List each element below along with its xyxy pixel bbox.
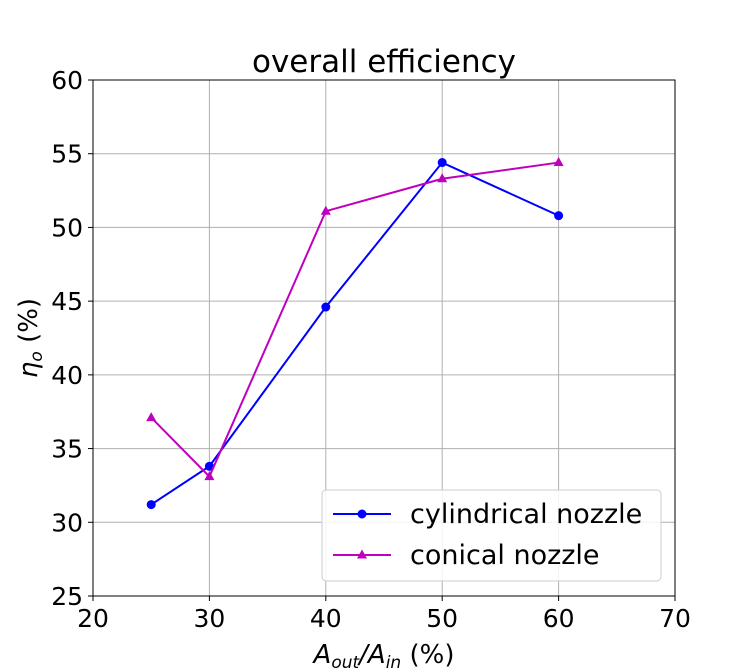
- y-axis-label-tail: (%): [14, 298, 44, 351]
- y-tick-label: 55: [51, 140, 83, 169]
- legend-box: [321, 489, 662, 582]
- y-tick-label: 45: [51, 287, 83, 316]
- x-tick-label: 60: [543, 604, 575, 633]
- data-point-conical-nozzle: [320, 205, 331, 215]
- y-tick-label: 25: [51, 582, 83, 611]
- x-tick-label: 50: [426, 604, 458, 633]
- data-point-cylindrical-nozzle: [204, 461, 214, 471]
- x-tick-label: 40: [310, 604, 342, 633]
- plot-frame: [92, 79, 676, 597]
- y-tick-label: 50: [51, 213, 83, 242]
- y-tick-label: 40: [51, 361, 83, 390]
- x-tick-label: 70: [659, 604, 691, 633]
- legend-label-cylindrical: cylindrical nozzle: [410, 499, 642, 530]
- data-point-conical-nozzle: [553, 157, 564, 167]
- y-axis-label: ηo (%): [14, 298, 47, 378]
- x-axis-label-base1: A: [312, 640, 332, 670]
- axis-ticks: 20 30 40 50 60 70 25 30 35 40 45 50 55 60: [51, 66, 691, 633]
- x-axis-label-sub2: in: [386, 653, 402, 670]
- data-point-cylindrical-nozzle: [146, 500, 156, 510]
- x-axis-label-tail: (%): [401, 640, 454, 670]
- x-axis-label-mid: /A: [357, 640, 386, 670]
- x-tick-label: 20: [77, 604, 109, 633]
- data-point-cylindrical-nozzle: [321, 302, 331, 312]
- x-axis-label: Aout/Ain (%): [312, 640, 455, 670]
- data-point-cylindrical-nozzle: [437, 158, 447, 168]
- data-point-conical-nozzle: [437, 173, 448, 183]
- series-line-cylindrical-nozzle: [150, 161, 560, 506]
- data-point-conical-nozzle: [146, 412, 157, 422]
- x-tick-label: 30: [193, 604, 225, 633]
- series-layer: [146, 157, 564, 510]
- chart-title: overall efficiency: [252, 44, 516, 80]
- legend-marker-cylindrical: [357, 509, 367, 519]
- y-axis-label-sub: o: [27, 351, 47, 361]
- series-line-conical-nozzle: [150, 161, 559, 479]
- x-axis-label-sub1: out: [331, 653, 360, 670]
- data-point-conical-nozzle: [204, 471, 215, 481]
- y-axis-label-base: η: [14, 362, 44, 378]
- data-point-cylindrical-nozzle: [554, 211, 564, 221]
- legend-label-conical: conical nozzle: [410, 540, 600, 571]
- y-tick-label: 30: [51, 508, 83, 537]
- y-tick-label: 35: [51, 435, 83, 464]
- legend: cylindrical nozzle conical nozzle: [321, 489, 662, 582]
- legend-marker-conical: [357, 549, 367, 559]
- y-tick-label: 60: [51, 66, 83, 95]
